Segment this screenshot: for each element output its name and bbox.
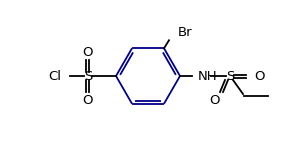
Text: Br: Br <box>178 26 193 39</box>
Text: O: O <box>254 69 265 82</box>
Text: O: O <box>83 45 93 58</box>
Text: S: S <box>226 69 234 82</box>
Text: NH: NH <box>198 69 218 82</box>
Text: Cl: Cl <box>48 69 61 82</box>
Text: S: S <box>84 69 92 82</box>
Text: O: O <box>210 94 220 108</box>
Text: O: O <box>83 93 93 106</box>
